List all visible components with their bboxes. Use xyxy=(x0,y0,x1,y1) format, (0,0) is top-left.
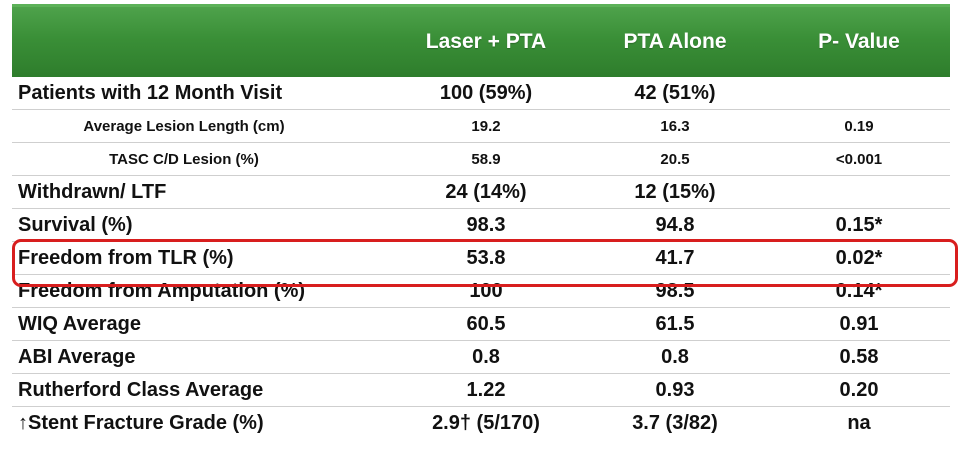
row-label: TASC C/D Lesion (%) xyxy=(109,150,259,168)
table-row: Rutherford Class Average 1.22 0.93 0.20 xyxy=(12,374,950,407)
header-laser-pta: Laser + PTA xyxy=(425,30,547,53)
laser-value: 53.8 xyxy=(466,246,506,269)
laser-value: 58.9 xyxy=(471,150,501,168)
pta-value: 61.5 xyxy=(655,312,695,335)
p-value: na xyxy=(847,412,871,434)
results-table: Laser + PTA PTA Alone P- Value Patients … xyxy=(12,4,958,440)
pta-value: 0.93 xyxy=(655,378,695,401)
laser-value: 0.8 xyxy=(472,345,500,368)
pta-value: 98.5 xyxy=(655,279,695,302)
p-value: <0.001 xyxy=(835,150,883,168)
laser-value: 1.22 xyxy=(466,378,506,401)
p-value: 0.58 xyxy=(839,345,879,368)
table-row: WIQ Average 60.5 61.5 0.91 xyxy=(12,308,950,341)
row-label: Withdrawn/ LTF xyxy=(18,180,167,203)
row-label: ↑Stent Fracture Grade (%) xyxy=(18,412,264,434)
table-header: Laser + PTA PTA Alone P- Value xyxy=(12,4,950,77)
p-value: 0.02* xyxy=(835,246,883,269)
row-label: Average Lesion Length (cm) xyxy=(83,117,285,135)
pta-value: 94.8 xyxy=(655,213,695,236)
row-label: ABI Average xyxy=(18,345,136,368)
row-label: Rutherford Class Average xyxy=(18,378,264,401)
pta-value: 42 (51%) xyxy=(634,81,716,104)
laser-value: 100 (59%) xyxy=(439,81,533,104)
pta-value: 20.5 xyxy=(660,150,690,168)
p-value: 0.20 xyxy=(839,378,879,401)
table-row: Survival (%) 98.3 94.8 0.15* xyxy=(12,209,950,242)
laser-value: 2.9† (5/170) xyxy=(432,412,540,434)
pta-value: 12 (15%) xyxy=(634,180,716,203)
row-label: Freedom from TLR (%) xyxy=(18,246,234,269)
p-value: 0.14* xyxy=(835,279,883,302)
header-p-value: P- Value xyxy=(818,30,900,53)
p-value: 0.15* xyxy=(835,213,883,236)
row-label: WIQ Average xyxy=(18,312,141,335)
pta-value: 16.3 xyxy=(660,117,690,135)
pta-value: 0.8 xyxy=(661,345,689,368)
pta-value: 41.7 xyxy=(655,246,695,269)
p-value: 0.19 xyxy=(844,117,874,135)
table-row-highlighted: Freedom from TLR (%) 53.8 41.7 0.02* xyxy=(12,242,950,275)
table-row: Freedom from Amputation (%) 100 98.5 0.1… xyxy=(12,275,950,308)
laser-value: 100 xyxy=(469,279,503,302)
table-row: TASC C/D Lesion (%) 58.9 20.5 <0.001 xyxy=(12,143,950,176)
row-label: Patients with 12 Month Visit xyxy=(18,81,283,104)
laser-value: 98.3 xyxy=(466,213,506,236)
laser-value: 60.5 xyxy=(466,312,506,335)
laser-value: 19.2 xyxy=(471,117,501,135)
pta-value: 3.7 (3/82) xyxy=(632,412,718,434)
table-row: Withdrawn/ LTF 24 (14%) 12 (15%) xyxy=(12,176,950,209)
table-row: Patients with 12 Month Visit 100 (59%) 4… xyxy=(12,77,950,110)
p-value: 0.91 xyxy=(839,312,879,335)
laser-value: 24 (14%) xyxy=(445,180,527,203)
table-row: Average Lesion Length (cm) 19.2 16.3 0.1… xyxy=(12,110,950,143)
table-row: ↑Stent Fracture Grade (%) 2.9† (5/170) 3… xyxy=(12,407,950,440)
row-label: Freedom from Amputation (%) xyxy=(18,279,306,302)
table-row: ABI Average 0.8 0.8 0.58 xyxy=(12,341,950,374)
header-pta-alone: PTA Alone xyxy=(623,30,727,53)
row-label: Survival (%) xyxy=(18,213,133,236)
